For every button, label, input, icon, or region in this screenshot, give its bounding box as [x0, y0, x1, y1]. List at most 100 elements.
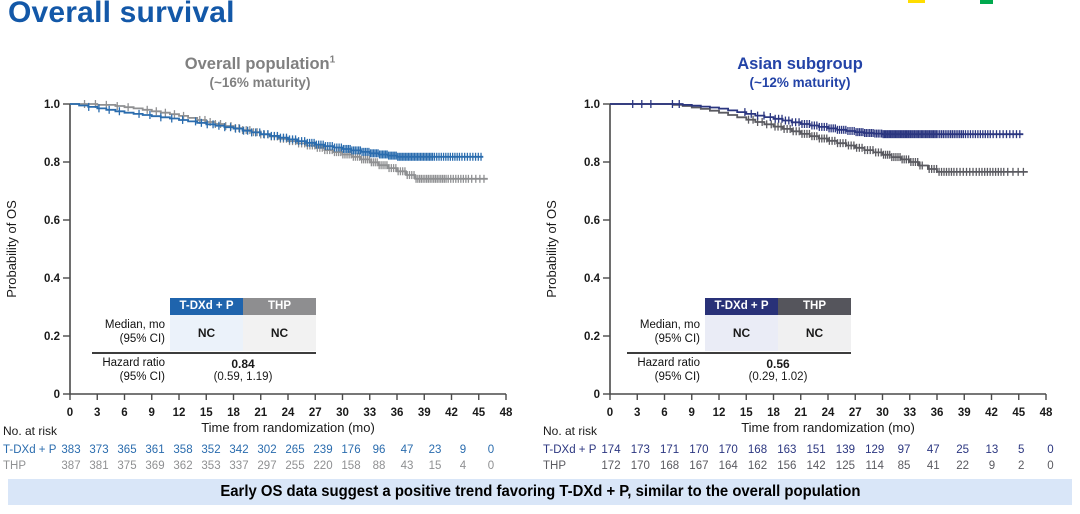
at-risk-row-name: T-DXd + P [543, 444, 597, 456]
at-risk-value: 265 [285, 444, 304, 456]
x-tick-label: 3 [94, 407, 100, 419]
at-risk-value: 88 [373, 460, 386, 472]
chart-title: Overall population1 (~16% maturity) [0, 54, 520, 92]
page-title: Overall survival [8, 0, 235, 29]
at-risk-value: 156 [777, 460, 796, 472]
km-curve-t-dxd-p [610, 103, 1024, 136]
x-tick-label: 21 [794, 407, 807, 419]
at-risk-value: 168 [660, 460, 679, 472]
x-tick-label: 6 [121, 407, 127, 419]
logo-fragment-yellow [908, 0, 925, 3]
km-chart-asian-subgroup: Asian subgroup (~12% maturity) 1.0 0.8 0.6 0.… [540, 0, 1080, 478]
at-risk-value: 96 [373, 444, 386, 456]
censor-marks-t-dxd-p [88, 102, 482, 161]
hazard-ratio-value: 0.84 [231, 357, 255, 371]
at-risk-value: 358 [173, 444, 192, 456]
at-risk-value: 352 [201, 444, 220, 456]
at-risk-value: 174 [601, 444, 621, 456]
y-axis-label: Probability of OS [4, 200, 19, 298]
y-tick-label: 0.8 [44, 157, 61, 169]
stats-divider [627, 352, 851, 354]
at-risk-value: 4 [460, 460, 467, 472]
at-risk-value: 383 [61, 444, 80, 456]
at-risk-value: 239 [313, 444, 332, 456]
y-tick-label: 0.4 [44, 273, 61, 285]
chart-title-text: Overall population1 [184, 54, 336, 74]
x-tick-label: 36 [391, 407, 404, 419]
at-risk-value: 173 [631, 444, 650, 456]
at-risk-row-name: THP [3, 460, 26, 472]
chart-title-footnote-marker: 1 [329, 54, 336, 66]
x-axis-label: Time from randomization (mo) [741, 420, 915, 435]
stats-blank-cell [92, 298, 170, 315]
median-value: NC [705, 315, 778, 351]
hazard-ratio-ci: (0.59, 1.19) [213, 371, 273, 384]
y-tick-label: 0.8 [584, 157, 601, 169]
at-risk-value: 15 [429, 460, 442, 472]
y-tick-label: 1.0 [584, 99, 600, 111]
censor-marks-t-dxd-p [632, 100, 1021, 139]
x-tick-label: 42 [985, 407, 998, 419]
at-risk-value: 142 [807, 460, 826, 472]
median-row-label: Median, mo (95% CI) [104, 319, 165, 345]
at-risk-value: 125 [836, 460, 855, 472]
conclusion-banner: Early OS data suggest a positive trend f… [8, 479, 1072, 505]
at-risk-value: 297 [257, 460, 276, 472]
at-risk-label: No. at risk [543, 424, 598, 438]
at-risk-value: 25 [956, 444, 969, 456]
x-tick-label: 33 [903, 407, 916, 419]
at-risk-value: 0 [1047, 444, 1053, 456]
km-chart-overall-population: Overall population1 (~16% maturity) 1.0 0.8… [0, 0, 540, 478]
at-risk-value: 0 [488, 444, 494, 456]
at-risk-value: 167 [689, 460, 708, 472]
at-risk-value: 255 [285, 460, 304, 472]
chart-subtitle: (~12% maturity) [749, 74, 851, 90]
chart-title-text: Asian subgroup [737, 55, 863, 73]
km-curve-t-dxd-p [70, 103, 484, 158]
x-axis-label: Time from randomization (mo) [201, 420, 375, 435]
at-risk-value: 43 [401, 460, 414, 472]
x-tick-label: 24 [282, 407, 295, 419]
x-tick-label: 0 [67, 407, 73, 419]
x-tick-label: 12 [173, 407, 186, 419]
at-risk-value: 170 [719, 444, 738, 456]
y-tick-label: 0.2 [44, 331, 60, 343]
hazard-row-label: Hazard ratio (95% CI) [637, 357, 700, 383]
x-tick-label: 48 [500, 407, 513, 419]
hazard-ratio-cell: 0.56 (0.29, 1.02) [705, 356, 851, 385]
y-tick-label: 0.4 [584, 273, 601, 285]
km-curve-thp [70, 103, 488, 180]
stats-column-header: THP [243, 298, 316, 315]
x-tick-label: 15 [740, 407, 753, 419]
at-risk-value: 9 [460, 444, 466, 456]
at-risk-value: 162 [748, 460, 767, 472]
at-risk-value: 387 [61, 460, 80, 472]
hazard-ratio-cell: 0.84 (0.59, 1.19) [170, 356, 316, 385]
stats-table-overall-population: T-DXd + P THP Median, mo (95% CI) NC NC Hazard… [92, 298, 316, 385]
x-tick-label: 48 [1040, 407, 1053, 419]
at-risk-value: 176 [341, 444, 360, 456]
at-risk-row-name: T-DXd + P [3, 444, 57, 456]
at-risk-value: 365 [117, 444, 136, 456]
at-risk-value: 97 [898, 444, 911, 456]
at-risk-value: 353 [201, 460, 220, 472]
km-plot-asian-subgroup: 1.00.80.60.40.200 3 6 9 12 15 18 21 24 27 30 33 36 39… [543, 99, 1054, 472]
x-tick-label: 30 [336, 407, 349, 419]
at-risk-value: 41 [927, 460, 940, 472]
hazard-ratio-value: 0.56 [766, 357, 790, 371]
y-tick-label: 0.6 [44, 215, 60, 227]
x-tick-label: 33 [363, 407, 376, 419]
x-tick-label: 18 [227, 407, 240, 419]
stats-column-header: T-DXd + P [170, 298, 243, 315]
censor-marks-thp [747, 115, 1025, 176]
at-risk-value: 381 [89, 460, 108, 472]
stats-table-asian-subgroup: T-DXd + P THP Median, mo (95% CI) NC NC Hazard… [627, 298, 851, 385]
x-tick-label: 18 [767, 407, 780, 419]
at-risk-value: 163 [777, 444, 796, 456]
x-tick-label: 9 [689, 407, 695, 419]
at-risk-value: 373 [89, 444, 108, 456]
at-risk-value: 220 [313, 460, 332, 472]
y-tick-label: 0 [594, 389, 600, 401]
at-risk-value: 9 [989, 460, 995, 472]
x-tick-label: 39 [418, 407, 431, 419]
